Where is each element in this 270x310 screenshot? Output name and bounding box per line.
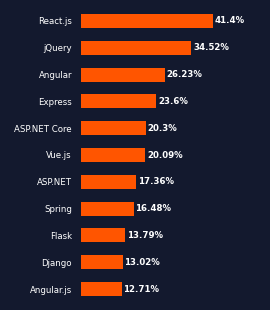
- Bar: [81, 282, 122, 296]
- Text: 16.48%: 16.48%: [136, 204, 171, 213]
- Bar: [81, 202, 134, 215]
- Bar: [81, 255, 123, 269]
- Bar: [81, 41, 191, 55]
- Bar: [81, 95, 156, 108]
- Text: 26.23%: 26.23%: [167, 70, 202, 79]
- Bar: [81, 148, 145, 162]
- Bar: [81, 14, 213, 28]
- Text: 34.52%: 34.52%: [193, 43, 229, 52]
- Text: 23.6%: 23.6%: [158, 97, 188, 106]
- Bar: [81, 121, 146, 135]
- Bar: [81, 228, 125, 242]
- Text: 17.36%: 17.36%: [138, 177, 174, 186]
- Text: 20.3%: 20.3%: [148, 124, 177, 133]
- Bar: [81, 68, 165, 82]
- Text: 13.79%: 13.79%: [127, 231, 163, 240]
- Bar: [81, 175, 136, 189]
- Text: 41.4%: 41.4%: [215, 16, 245, 25]
- Text: 13.02%: 13.02%: [124, 258, 160, 267]
- Text: 20.09%: 20.09%: [147, 150, 183, 160]
- Text: 12.71%: 12.71%: [123, 285, 160, 294]
